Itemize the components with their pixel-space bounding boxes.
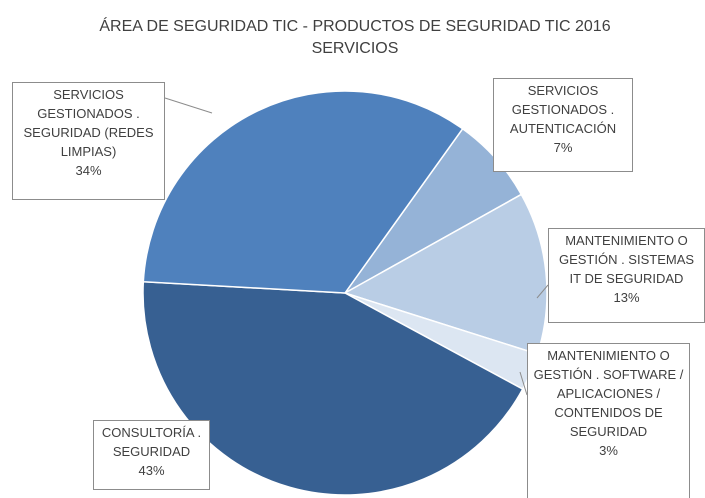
data-label: SERVICIOS GESTIONADOS . SEGURIDAD (REDES… bbox=[12, 82, 165, 200]
label-category: MANTENIMIENTO O GESTIÓN . SISTEMAS IT DE… bbox=[558, 233, 695, 286]
label-value: 3% bbox=[599, 443, 618, 458]
label-category: CONSULTORÍA . SEGURIDAD bbox=[101, 425, 202, 459]
pie-slice bbox=[343, 193, 548, 356]
label-category: SERVICIOS GESTIONADOS . SEGURIDAD (REDES… bbox=[23, 87, 154, 159]
chart-title: ÁREA DE SEGURIDAD TIC - PRODUCTOS DE SEG… bbox=[99, 18, 611, 57]
pie-slice bbox=[142, 90, 464, 294]
pie-slice bbox=[142, 280, 524, 496]
label-value: 13% bbox=[613, 290, 640, 305]
leader-line bbox=[536, 284, 549, 299]
data-label: MANTENIMIENTO O GESTIÓN . SOFTWARE / APL… bbox=[527, 343, 690, 498]
leader-line bbox=[164, 97, 213, 114]
label-value: 43% bbox=[138, 463, 165, 478]
label-category: MANTENIMIENTO O GESTIÓN . SOFTWARE / APL… bbox=[533, 348, 684, 439]
label-value: 7% bbox=[553, 140, 573, 155]
leader-line bbox=[519, 371, 528, 396]
label-value: 34% bbox=[75, 163, 102, 178]
data-label: MANTENIMIENTO O GESTIÓN . SISTEMAS IT DE… bbox=[548, 228, 705, 323]
data-label: SERVICIOS GESTIONADOS . AUTENTICACIÓN 7% bbox=[493, 78, 633, 172]
label-category: SERVICIOS GESTIONADOS . AUTENTICACIÓN bbox=[509, 83, 617, 136]
data-label: CONSULTORÍA . SEGURIDAD 43% bbox=[93, 420, 210, 490]
